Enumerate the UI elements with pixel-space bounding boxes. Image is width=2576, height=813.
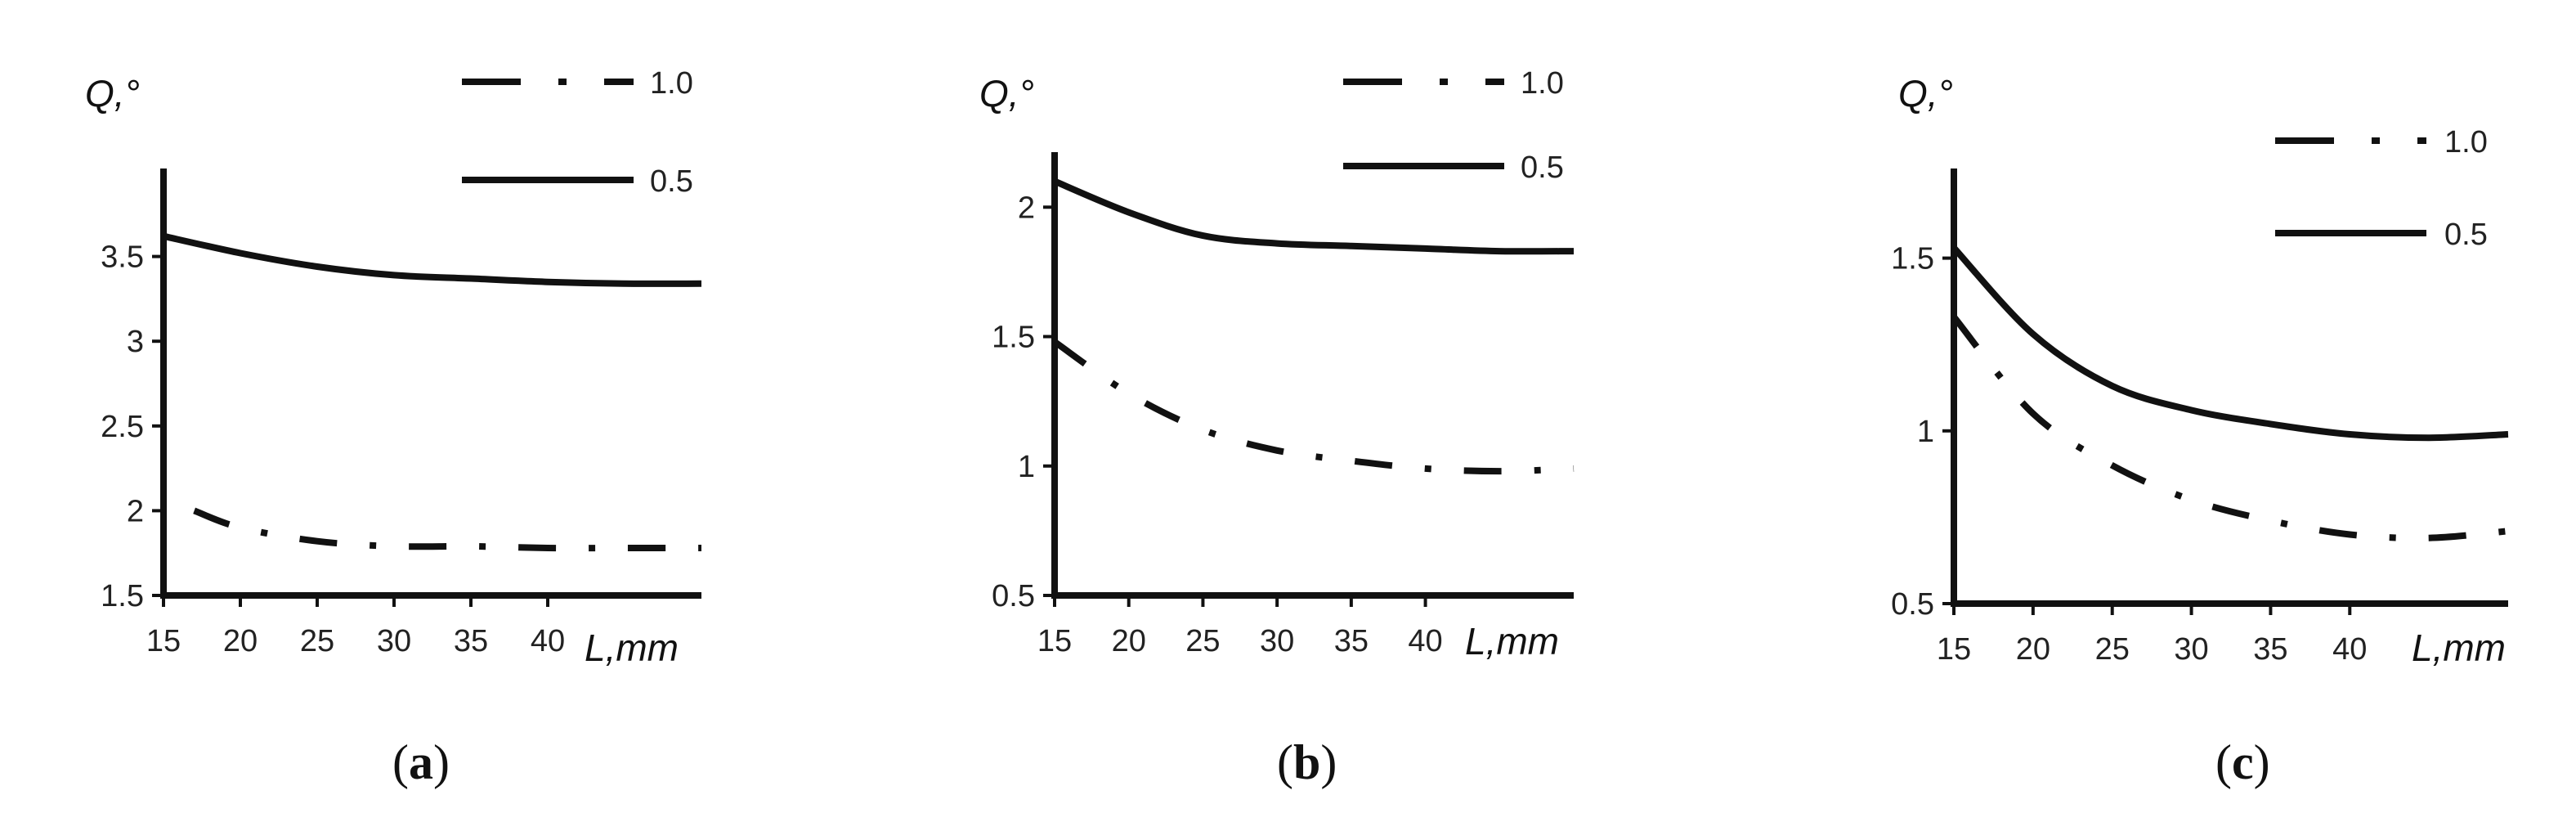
x-tick-label: 20: [2016, 632, 2050, 667]
chart-panel-2: 0.5 1 1.5 2 15 20 25 30 35 40 Q,° L,mm 1.0 0.5 (b): [979, 66, 1575, 789]
series-line-dash-dot: [1951, 314, 2509, 541]
x-tick-label: 40: [1408, 624, 1442, 658]
y-axis-title: Q,°: [979, 72, 1034, 115]
x-tick-label: 15: [1937, 632, 1971, 667]
x-tick-label: 40: [2332, 632, 2367, 667]
x-tick-label: 15: [146, 624, 181, 658]
y-axis-title: Q,°: [85, 72, 140, 115]
panel-label: (a): [392, 735, 450, 789]
x-tick-label: 15: [1037, 624, 1072, 658]
chart-panel-3: 0.5 1 1.5 15 20 25 30 35 40 Q,° L,mm 1.0 0.5 (c): [1891, 72, 2509, 789]
series-line-solid: [163, 232, 702, 287]
x-tick-label: 35: [2253, 632, 2287, 667]
chart-panel-1: 1.5 2 2.5 3 3.5 15 20 25 30 35 40 Q,° L,mm 1.0 0.5 (a): [85, 66, 702, 789]
legend-label: 0.5: [650, 164, 693, 199]
y-tick-label: 0.5: [992, 579, 1035, 613]
legend-label: 1.0: [650, 66, 693, 101]
y-tick-label: 2: [1018, 191, 1035, 225]
x-axis-title: L,mm: [2412, 627, 2506, 669]
y-tick-label: 1: [1917, 415, 1934, 449]
y-tick-label: 3: [127, 325, 144, 359]
y-tick-label: 1.5: [101, 579, 144, 613]
y-tick-label: 1.5: [1891, 242, 1934, 276]
y-tick-label: 2: [127, 494, 144, 528]
panel-label: (b): [1277, 735, 1337, 789]
series-line-dash-dot: [1052, 339, 1575, 475]
series-line-dash-dot: [193, 507, 701, 552]
legend-label: 1.0: [1521, 66, 1564, 101]
x-axis-title: L,mm: [1465, 620, 1559, 663]
x-tick-label: 25: [1185, 624, 1220, 658]
y-tick-label: 0.5: [1891, 587, 1934, 622]
x-tick-label: 40: [531, 624, 565, 658]
y-tick-label: 3.5: [101, 240, 144, 275]
series-line-solid: [1951, 245, 2509, 442]
x-axis-title: L,mm: [585, 627, 679, 669]
x-tick-label: 25: [2095, 632, 2130, 667]
y-axis-title: Q,°: [1898, 72, 1953, 115]
legend-label: 0.5: [1521, 150, 1564, 185]
x-tick-label: 35: [454, 624, 488, 658]
x-tick-label: 20: [1112, 624, 1146, 658]
legend-label: 1.0: [2444, 125, 2488, 159]
y-tick-label: 1: [1018, 450, 1035, 484]
x-tick-label: 20: [223, 624, 258, 658]
x-tick-label: 30: [377, 624, 411, 658]
x-tick-label: 30: [1260, 624, 1294, 658]
x-tick-label: 30: [2174, 632, 2208, 667]
legend-label: 0.5: [2444, 218, 2488, 252]
panel-label: (c): [2215, 735, 2270, 789]
y-tick-label: 1.5: [992, 321, 1035, 355]
x-tick-label: 25: [300, 624, 334, 658]
y-tick-label: 2.5: [101, 410, 144, 444]
series-line-solid: [1053, 177, 1575, 255]
x-tick-label: 35: [1334, 624, 1369, 658]
